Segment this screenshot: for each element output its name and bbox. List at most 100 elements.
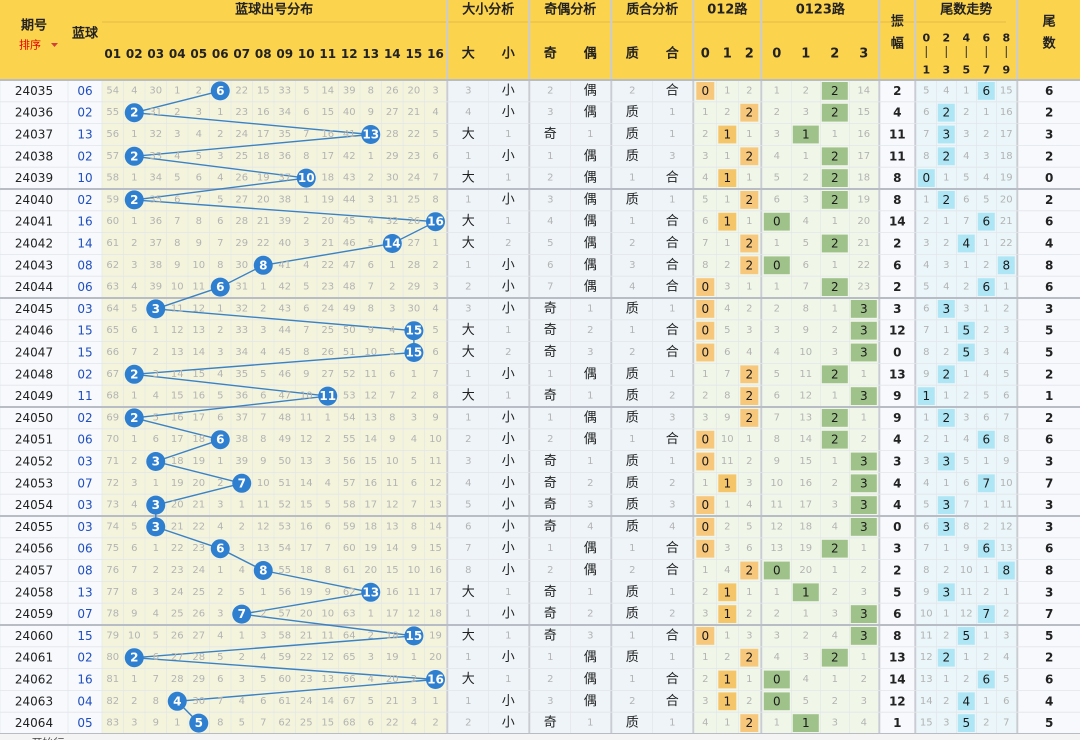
route0123-hit: 3 bbox=[860, 389, 868, 403]
miss-count: 5 bbox=[432, 325, 438, 336]
miss-count: 49 bbox=[343, 303, 356, 314]
prm-cell: 1 bbox=[629, 216, 635, 227]
miss-count: 1 bbox=[174, 85, 180, 96]
miss-count: 26 bbox=[386, 85, 399, 96]
miss-count: 7 bbox=[368, 282, 374, 293]
tail-trend-miss: 7 bbox=[963, 216, 969, 227]
miss-count: 10 bbox=[408, 565, 421, 576]
blue-ball-number: 07 bbox=[77, 476, 92, 490]
miss-count: 1 bbox=[411, 369, 417, 380]
miss-count: 3 bbox=[239, 674, 245, 685]
route0123-miss: 13 bbox=[770, 543, 783, 554]
prm-cell: 1 bbox=[669, 587, 675, 598]
sort-link[interactable]: 排序 bbox=[19, 38, 41, 52]
col-tail-bottom-0: 1 bbox=[922, 64, 930, 77]
amplitude-value: 8 bbox=[893, 171, 901, 185]
miss-count: 6 bbox=[196, 173, 202, 184]
par-cell: 奇 bbox=[544, 453, 557, 469]
miss-count: 34 bbox=[278, 107, 291, 118]
prm-cell: 质 bbox=[626, 454, 639, 469]
tail-trend-miss: 4 bbox=[1003, 347, 1009, 358]
route012-hit: 1 bbox=[723, 694, 731, 708]
miss-count: 10 bbox=[321, 609, 334, 620]
route0123-miss: 3 bbox=[803, 194, 809, 205]
blue-ball-marker-number: 3 bbox=[152, 302, 160, 316]
tail-trend-miss: 5 bbox=[963, 173, 969, 184]
tail-trend-hit: 6 bbox=[982, 84, 990, 98]
route0123-hit-bg bbox=[850, 518, 877, 536]
par-cell: 1 bbox=[587, 718, 593, 729]
par-cell: 3 bbox=[547, 107, 553, 118]
route012-hit-bg bbox=[740, 147, 759, 166]
col-tail-top-2: 4 bbox=[962, 32, 970, 45]
blue-ball-number: 13 bbox=[77, 128, 92, 142]
miss-count: 8 bbox=[260, 434, 266, 445]
tail-number: 2 bbox=[1045, 149, 1053, 163]
route012-hit: 2 bbox=[745, 411, 753, 425]
prm-cell: 质 bbox=[626, 149, 639, 164]
amplitude-value: 11 bbox=[889, 149, 906, 163]
prm-cell: 合 bbox=[666, 563, 679, 578]
miss-count: 15 bbox=[257, 85, 270, 96]
amplitude-value: 2 bbox=[893, 564, 901, 578]
tail-number: 3 bbox=[1045, 520, 1053, 534]
route0123-hit: 3 bbox=[860, 324, 868, 338]
tail-trend-miss: 13 bbox=[1000, 543, 1013, 554]
blue-ball-number: 13 bbox=[77, 585, 92, 599]
miss-count: 11 bbox=[429, 456, 442, 467]
blue-ball-number: 07 bbox=[77, 607, 92, 621]
blue-ball-marker bbox=[426, 212, 445, 232]
miss-count: 3 bbox=[217, 609, 223, 620]
tail-trend-miss: 8 bbox=[923, 565, 929, 576]
tail-number: 6 bbox=[1045, 673, 1053, 687]
route0123-hit: 1 bbox=[802, 716, 810, 730]
miss-count: 9 bbox=[131, 609, 137, 620]
route012-hit: 2 bbox=[745, 564, 753, 578]
sort-arrow-icon[interactable] bbox=[51, 43, 58, 47]
tail-trend-miss: 2 bbox=[923, 434, 929, 445]
route0123-miss: 1 bbox=[832, 391, 838, 402]
miss-count: 20 bbox=[257, 194, 270, 205]
miss-count: 4 bbox=[411, 718, 417, 729]
size-cell: 1 bbox=[465, 652, 471, 663]
miss-count: 5 bbox=[303, 282, 309, 293]
route0123-miss: 1 bbox=[774, 587, 780, 598]
miss-count: 3 bbox=[368, 194, 374, 205]
size-cell: 大 bbox=[462, 345, 475, 360]
tail-trend-miss: 10 bbox=[960, 565, 973, 576]
tail-number: 4 bbox=[1045, 237, 1053, 251]
tail-trend-miss: 3 bbox=[923, 456, 929, 467]
issue-number: 24052 bbox=[15, 455, 53, 469]
tail-trend-hit-bg bbox=[957, 234, 975, 253]
miss-count: 3 bbox=[174, 129, 180, 140]
route0123-hit: 2 bbox=[831, 280, 839, 294]
tail-trend-miss: 5 bbox=[923, 85, 929, 96]
tail-number: 7 bbox=[1045, 607, 1053, 621]
miss-count: 25 bbox=[235, 151, 248, 162]
table-row: 24062 16 81 1 7 28 29 6 3 5 60 23 13 66 4 20 2 16 大 1 2 偶 1 合 2 1… bbox=[15, 670, 1053, 689]
miss-count: 4 bbox=[131, 85, 137, 96]
route0123-hit: 3 bbox=[860, 476, 868, 490]
par-cell: 1 bbox=[587, 391, 593, 402]
miss-count: 22 bbox=[257, 238, 270, 249]
size-cell: 小 bbox=[502, 410, 515, 425]
issue-number: 24061 bbox=[15, 651, 53, 665]
miss-count: 7 bbox=[196, 194, 202, 205]
route012-hit-bg bbox=[718, 670, 737, 689]
tail-trend-hit-bg bbox=[977, 605, 995, 623]
tail-trend-hit-bg bbox=[957, 343, 975, 362]
par-cell: 偶 bbox=[584, 432, 597, 447]
tail-trend-hit-bg bbox=[937, 125, 955, 144]
size-cell: 8 bbox=[465, 565, 471, 576]
amplitude-value: 6 bbox=[893, 258, 901, 272]
miss-count: 61 bbox=[278, 696, 291, 707]
par-cell: 3 bbox=[547, 194, 553, 205]
route012-miss: 2 bbox=[702, 129, 708, 140]
route012-miss: 2 bbox=[724, 521, 730, 532]
miss-count: 4 bbox=[217, 173, 223, 184]
route0123-miss: 10 bbox=[770, 478, 783, 489]
miss-count: 1 bbox=[260, 587, 266, 598]
miss-count: 22 bbox=[235, 85, 248, 96]
blue-ball-number: 15 bbox=[77, 324, 92, 338]
tail-trend-hit-bg bbox=[957, 714, 975, 732]
